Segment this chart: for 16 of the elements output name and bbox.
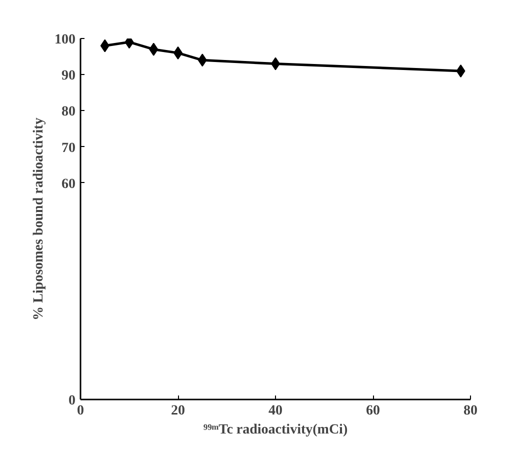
x-axis-title: ⁹⁹ᵐTc radioactivity(mCi)	[203, 422, 348, 438]
y-axis-title: % Liposomes bound radioactivity	[32, 118, 46, 320]
y-tick-label: 70	[62, 140, 76, 156]
x-tick-label: 80	[464, 404, 478, 418]
y-tick-label: 60	[62, 176, 76, 192]
y-tick-label: 80	[62, 104, 76, 120]
x-tick-label: 40	[268, 404, 282, 418]
point	[456, 64, 466, 78]
y-tick-label: 100	[54, 32, 76, 48]
y-tick-label: 0	[68, 394, 76, 408]
x-tick-label: 60	[366, 404, 380, 418]
x-tick-label: 20	[171, 404, 185, 418]
point	[100, 39, 110, 52]
y-tick-label: 90	[62, 68, 76, 84]
point	[149, 42, 158, 56]
point	[198, 54, 207, 67]
